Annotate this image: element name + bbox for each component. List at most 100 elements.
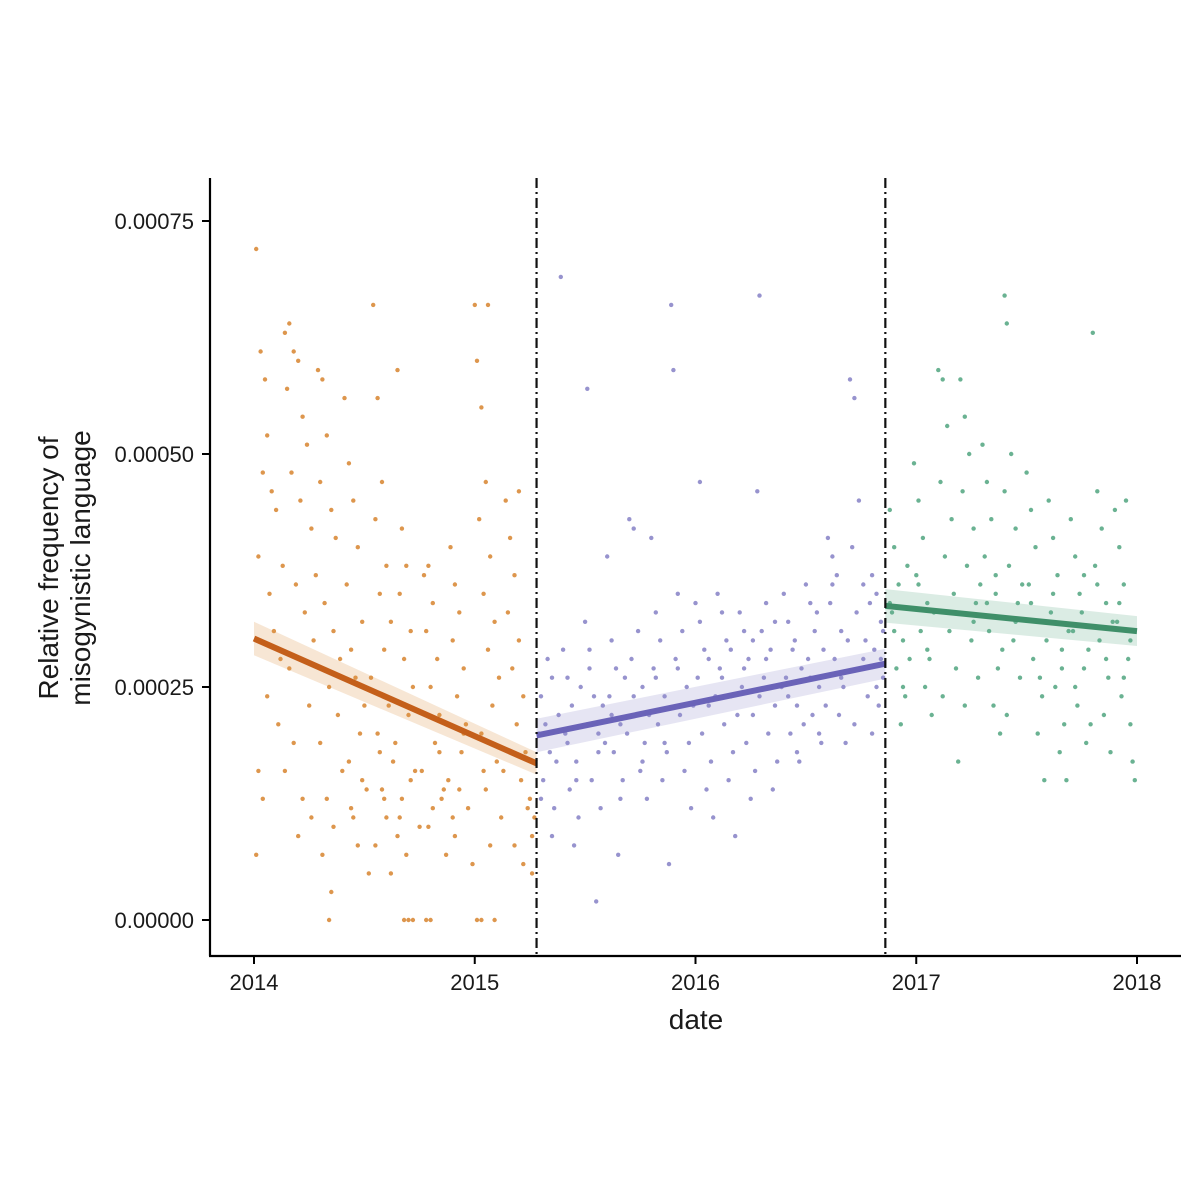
data-point (384, 563, 389, 568)
data-point (832, 656, 837, 662)
data-point (1057, 750, 1062, 755)
data-point (501, 768, 506, 774)
data-point (287, 321, 292, 326)
data-point (688, 806, 694, 811)
y-axis-title-line-2: misogynistic language (65, 430, 96, 706)
x-tick-label: 2016 (671, 970, 720, 995)
data-point (786, 619, 791, 624)
data-point (715, 591, 720, 596)
data-point (424, 917, 429, 923)
data-point (1077, 591, 1082, 596)
data-point (375, 731, 380, 736)
data-point (905, 563, 910, 568)
data-point (816, 731, 822, 736)
data-point (395, 367, 400, 373)
data-point (1015, 600, 1020, 606)
data-point (560, 647, 566, 652)
data-point (454, 694, 460, 699)
data-point (613, 666, 619, 671)
data-point (1106, 675, 1111, 680)
data-point (516, 489, 522, 494)
data-point (514, 722, 519, 727)
data-point (477, 517, 482, 522)
data-point (351, 498, 356, 503)
data-point (373, 517, 378, 522)
data-point (737, 610, 742, 615)
data-point (1055, 573, 1060, 578)
data-point (991, 703, 996, 708)
data-point (702, 647, 707, 652)
data-point (254, 852, 259, 857)
data-point (309, 526, 314, 531)
data-point (598, 806, 603, 811)
data-point (631, 526, 636, 531)
trend-line-1 (252, 635, 538, 767)
data-point (794, 750, 800, 755)
data-point (388, 871, 394, 876)
data-point (342, 395, 347, 401)
data-point (642, 740, 647, 746)
data-point (971, 619, 976, 624)
data-point (1101, 712, 1107, 718)
data-point (1092, 563, 1098, 568)
data-point (801, 722, 806, 727)
data-point (655, 722, 661, 727)
data-point (390, 759, 396, 764)
data-point (267, 591, 272, 596)
data-point (406, 712, 411, 718)
data-point (521, 861, 526, 867)
data-point (364, 787, 369, 792)
data-point (529, 833, 535, 839)
data-point (459, 750, 464, 755)
data-point (284, 386, 290, 391)
data-point (757, 293, 762, 298)
data-point (412, 768, 418, 774)
data-point (483, 479, 488, 485)
data-point (854, 610, 859, 615)
data-point (1046, 498, 1051, 503)
data-point (759, 628, 764, 634)
data-point (472, 302, 477, 308)
data-point (574, 759, 579, 764)
data-point (823, 703, 828, 708)
data-point (1006, 563, 1012, 568)
data-point (337, 656, 343, 662)
data-point (607, 694, 612, 699)
data-point (496, 675, 502, 680)
data-point (763, 600, 769, 606)
data-point (492, 619, 497, 624)
data-point (644, 796, 650, 801)
data-point (962, 414, 967, 419)
data-point (353, 675, 358, 680)
data-point (675, 591, 680, 596)
data-point (384, 815, 389, 820)
data-point (967, 451, 972, 457)
data-point (265, 694, 270, 699)
data-point (1128, 722, 1133, 727)
data-point (1123, 498, 1129, 503)
data-point (984, 600, 990, 606)
data-point (852, 395, 857, 401)
data-point (527, 796, 533, 801)
data-point (942, 554, 948, 559)
data-point (565, 675, 570, 680)
data-point (256, 768, 261, 774)
data-point (426, 824, 431, 829)
data-point (309, 815, 314, 820)
data-point (748, 796, 753, 801)
data-point (1090, 330, 1096, 335)
data-point (900, 684, 906, 690)
data-point (1132, 778, 1138, 783)
data-point (556, 712, 561, 718)
data-point (850, 545, 855, 550)
data-point (1042, 778, 1047, 783)
data-point (624, 731, 630, 736)
data-point (408, 778, 413, 783)
data-point (291, 740, 296, 746)
data-point (362, 703, 367, 708)
data-point (1121, 582, 1127, 587)
data-point (845, 638, 850, 643)
data-point (986, 628, 992, 634)
data-point (371, 302, 376, 308)
